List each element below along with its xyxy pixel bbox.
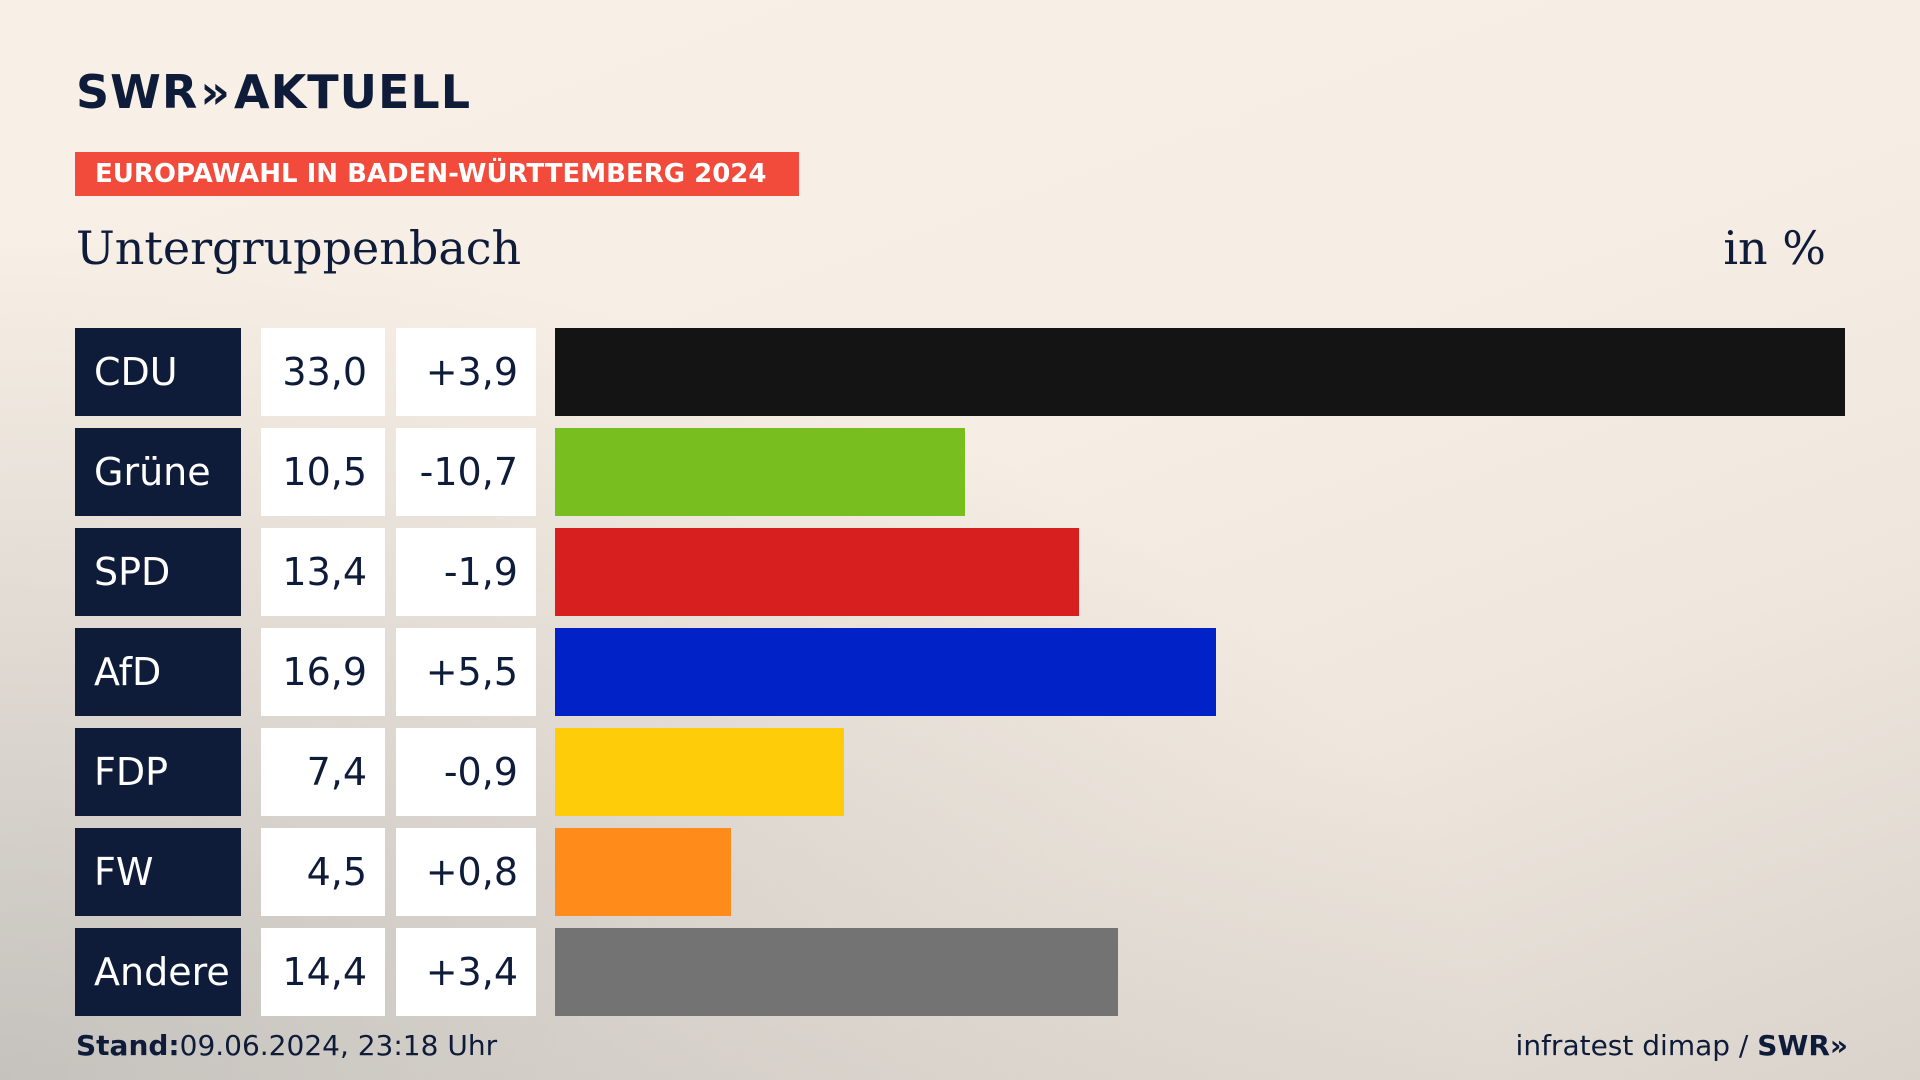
- value-label: 4,5: [261, 828, 385, 916]
- bar: [555, 328, 1845, 416]
- stand-value: 09.06.2024, 23:18 Uhr: [179, 1029, 498, 1062]
- chart-row: FW 4,5 +0,8: [75, 828, 1845, 916]
- diff-label: +3,9: [396, 328, 536, 416]
- bar: [555, 928, 1118, 1016]
- diff-label: +3,4: [396, 928, 536, 1016]
- logo-swr-text: SWR: [76, 65, 199, 119]
- party-label: SPD: [75, 528, 241, 616]
- election-banner: EUROPAWAHL IN BADEN-WÜRTTEMBERG 2024: [75, 152, 799, 196]
- stand-label: Stand:: [76, 1029, 180, 1062]
- bar: [555, 428, 965, 516]
- timestamp: Stand:09.06.2024, 23:18 Uhr: [76, 1028, 497, 1064]
- value-label: 13,4: [261, 528, 385, 616]
- source-arrows-icon: »: [1829, 1029, 1848, 1062]
- party-label: Andere: [75, 928, 241, 1016]
- logo-aktuell-text: AKTUELL: [234, 65, 472, 119]
- value-label: 7,4: [261, 728, 385, 816]
- diff-label: -0,9: [396, 728, 536, 816]
- swr-aktuell-logo: SWR» AKTUELL: [76, 66, 471, 118]
- source-text: infratest dimap /: [1515, 1029, 1749, 1062]
- party-label: Grüne: [75, 428, 241, 516]
- chart-row: AfD 16,9 +5,5: [75, 628, 1845, 716]
- diff-label: -1,9: [396, 528, 536, 616]
- source-brand: SWR: [1757, 1029, 1830, 1062]
- bar: [555, 728, 844, 816]
- results-bar-chart: CDU 33,0 +3,9 Grüne 10,5 -10,7 SPD 13,4 -1,9 AfD 1…: [75, 328, 1845, 1016]
- diff-label: -10,7: [396, 428, 536, 516]
- party-label: AfD: [75, 628, 241, 716]
- unit-label: in %: [1723, 221, 1826, 275]
- diff-label: +5,5: [396, 628, 536, 716]
- chart-row: FDP 7,4 -0,9: [75, 728, 1845, 816]
- chart-row: Grüne 10,5 -10,7: [75, 428, 1845, 516]
- source-credit: infratest dimap / SWR»: [1515, 1028, 1848, 1064]
- chart-row: CDU 33,0 +3,9: [75, 328, 1845, 416]
- party-label: FW: [75, 828, 241, 916]
- diff-label: +0,8: [396, 828, 536, 916]
- chart-row: Andere 14,4 +3,4: [75, 928, 1845, 1016]
- value-label: 14,4: [261, 928, 385, 1016]
- value-label: 16,9: [261, 628, 385, 716]
- place-title: Untergruppenbach: [76, 221, 522, 275]
- bar: [555, 528, 1079, 616]
- party-label: CDU: [75, 328, 241, 416]
- bar: [555, 828, 731, 916]
- party-label: FDP: [75, 728, 241, 816]
- bar: [555, 628, 1216, 716]
- chart-row: SPD 13,4 -1,9: [75, 528, 1845, 616]
- value-label: 33,0: [261, 328, 385, 416]
- logo-arrows-icon: »: [200, 65, 230, 119]
- value-label: 10,5: [261, 428, 385, 516]
